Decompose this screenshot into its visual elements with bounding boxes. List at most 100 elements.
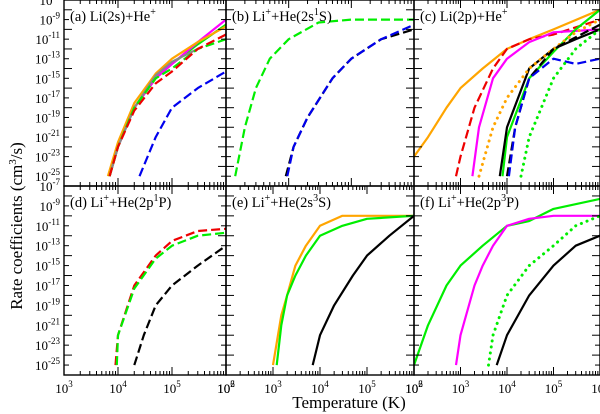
panel-a-ytick-labels: 10-25 10-23 10-21 10-19 10-17 10-15 10-13 10-11… <box>35 0 60 184</box>
panel-a-series-3 <box>106 25 226 177</box>
panel-b-series-2 <box>284 28 414 177</box>
panel-a-ytick-label: 10-17 <box>35 89 60 106</box>
panel-a-title: (a) Li(2s)+He+ <box>70 7 156 25</box>
panel-b-series <box>234 18 414 177</box>
panel-d-xtick-label: 105 <box>163 379 181 396</box>
panel-f-title-main: (f) Li <box>420 195 451 211</box>
panel-e-series-1 <box>271 214 414 366</box>
panel-c-series-6 <box>477 18 600 178</box>
panel-e-title-tail: +He(2s <box>270 195 313 211</box>
panel-c: (c) Li(2p)+He+ <box>413 0 600 187</box>
panel-f-xtick-label: 102 <box>405 379 423 396</box>
panel-f-frame <box>413 185 600 376</box>
panel-f-ticks <box>413 185 600 376</box>
panel-a-ytick-label: 10-23 <box>35 148 60 165</box>
panel-c-series-9 <box>519 27 600 178</box>
panel-d-ytick-label: 10-13 <box>35 237 60 254</box>
panel-f-xtick-label: 105 <box>545 379 563 396</box>
panel-a-series <box>106 18 226 177</box>
panel-a-ytick-label: 10-15 <box>35 69 60 86</box>
panel-e-frame <box>225 185 415 376</box>
panel-d-ytick-labels: 10-25 10-23 10-21 10-19 10-17 10-15 10-13 10-11… <box>35 177 60 373</box>
panel-a-ytick-label: 10-13 <box>35 50 60 67</box>
panel-a-series-7 <box>138 70 226 177</box>
y-axis-label-main: Rate coefficients (cm <box>7 165 26 310</box>
panel-f: (f) Li++He(2p3P) 102 103 104 105 106 <box>405 185 600 396</box>
panel-b-series-1 <box>234 18 414 177</box>
panel-d-title-tail: +He(2p <box>109 195 153 211</box>
panel-e-title: (e) Li++He(2s3S) <box>232 193 331 211</box>
panel-c-title-main: (c) Li(2p)+He <box>420 9 502 25</box>
panel-e-series-2 <box>275 214 414 366</box>
panel-a-series-5 <box>108 38 226 177</box>
panel-d-title-main: (d) Li <box>70 195 103 211</box>
y-axis-label-sup: 3 <box>7 159 19 165</box>
panel-e-title-sup2: 3 <box>313 193 318 204</box>
panel-a-ytick-label: 10-9 <box>40 11 61 28</box>
panel-c-title: (c) Li(2p)+He+ <box>420 7 508 25</box>
panel-d-ytick-label: 10-25 <box>35 356 60 373</box>
panel-b-title-tail: +He(2s <box>271 9 314 25</box>
x-axis-label: Temperature (K) <box>292 393 406 412</box>
panel-d-ytick-label: 10-17 <box>35 276 60 293</box>
panel-d-xtick-labels: 103 104 105 106 <box>55 379 235 396</box>
panel-a-series-4 <box>108 47 199 177</box>
panel-a: (a) Li(2s)+He+10-2510-2310-2110-1910-171… <box>35 0 227 187</box>
panel-b: (b) Li++He(2s1S) <box>225 0 415 187</box>
panel-c-series-1 <box>414 8 600 158</box>
panel-d-series-2 <box>115 231 226 366</box>
panel-f-series-4 <box>495 234 600 366</box>
panel-e-ticks <box>225 185 415 376</box>
panel-d-ytick-label: 10-21 <box>35 316 60 333</box>
panel-f-series-2 <box>454 214 600 366</box>
panel-f-series <box>414 197 600 367</box>
panel-e-xtick-label: 102 <box>217 379 235 396</box>
panel-d-title-sup2: 1 <box>153 193 158 204</box>
panel-d-ytick-label: 10-7 <box>40 177 61 194</box>
panel-f-title-sup2: 3 <box>501 193 506 204</box>
panel-d-ytick-label: 10-11 <box>35 217 60 234</box>
panel-a-ytick-label: 10-11 <box>35 30 60 47</box>
panel-b-title-tail2: S) <box>319 9 332 25</box>
panel-f-title-tail2: P) <box>506 195 519 211</box>
panel-d-series-3 <box>133 244 226 366</box>
panel-b-series-3 <box>286 23 414 177</box>
panel-a-ytick-label: 10-25 <box>35 167 60 184</box>
panel-a-title-main: (a) Li(2s)+He <box>70 9 150 25</box>
panel-f-title-tail: +He(2p <box>457 195 501 211</box>
panel-a-series-1 <box>108 23 226 177</box>
panel-e-xtick-label: 105 <box>358 379 376 396</box>
panel-e-title-main: (e) Li <box>232 195 265 211</box>
panel-e-title-sup: + <box>265 193 271 204</box>
panel-b-title-sup: + <box>265 7 271 18</box>
panel-c-series-3 <box>471 28 600 177</box>
panel-f-xtick-label: 106 <box>591 379 600 396</box>
panel-d-xtick-label: 103 <box>55 379 73 396</box>
panel-d-ticks <box>63 185 227 376</box>
panel-c-series-5 <box>498 28 600 177</box>
panel-c-ticks <box>413 0 600 187</box>
panel-e-xtick-labels: 102 103 104 105 106 <box>217 379 423 396</box>
panel-d-ytick-label: 10-15 <box>35 257 60 274</box>
panel-e-series <box>271 214 414 366</box>
panel-e-xtick-label: 106 <box>405 379 423 396</box>
panel-f-xtick-label: 104 <box>498 379 516 396</box>
panel-d-xtick-label: 106 <box>217 379 235 396</box>
panel-d: (d) Li++He(2p1P) 10-25 10-23 10-21 10-19 10-1… <box>35 177 235 396</box>
panel-d-title: (d) Li++He(2p1P) <box>70 193 172 211</box>
panel-a-ytick-label: 10-19 <box>35 108 60 125</box>
panel-b-title: (b) Li++He(2s1S) <box>232 7 332 25</box>
panel-d-ytick-label: 10-23 <box>35 336 60 353</box>
panel-d-xtick-label: 104 <box>109 379 127 396</box>
y-axis-label-tail: /s) <box>7 142 26 159</box>
panel-d-ytick-label: 10-19 <box>35 296 60 313</box>
panel-d-ytick-label: 10-9 <box>40 197 61 214</box>
panel-d-title-tail2: P) <box>158 195 171 211</box>
panel-a-title-sup: + <box>150 7 156 18</box>
panel-f-xtick-label: 103 <box>452 379 470 396</box>
panel-e-title-tail2: S) <box>318 195 331 211</box>
panel-b-title-sup2: 1 <box>314 7 319 18</box>
panel-f-title-sup: + <box>451 193 457 204</box>
panel-c-series-2 <box>454 18 600 177</box>
